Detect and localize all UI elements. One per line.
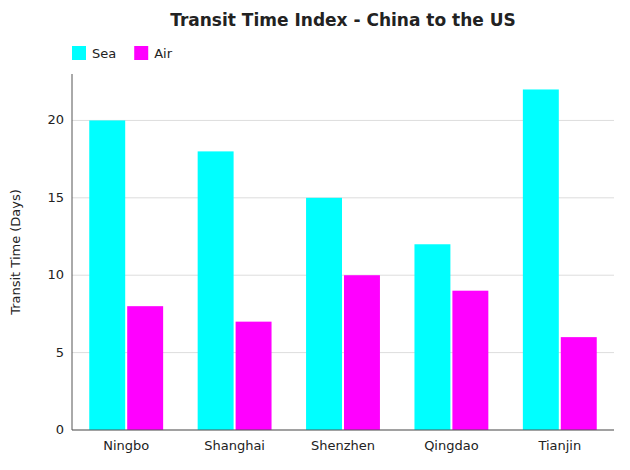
y-tick-label: 5 xyxy=(56,345,64,360)
x-tick-label: Tianjin xyxy=(537,438,581,453)
legend-label: Sea xyxy=(92,46,116,61)
y-tick-label: 0 xyxy=(56,422,64,437)
x-tick-label: Qingdao xyxy=(424,438,479,453)
y-tick-label: 20 xyxy=(47,112,64,127)
chart-container: Transit Time Index - China to the US Tran… xyxy=(0,0,630,470)
bars xyxy=(89,89,596,430)
bar xyxy=(452,291,488,430)
x-axis-line xyxy=(72,430,614,431)
legend: Sea Air xyxy=(72,46,173,61)
x-tick-label: Shenzhen xyxy=(311,438,375,453)
y-tick-label: 10 xyxy=(47,267,64,282)
bar xyxy=(344,275,380,430)
legend-label: Air xyxy=(154,46,173,61)
legend-item: Air xyxy=(134,46,173,61)
y-tick-label: 15 xyxy=(47,190,64,205)
y-axis-label: Transit Time (Days) xyxy=(8,189,23,316)
bar xyxy=(198,151,234,430)
chart-title: Transit Time Index - China to the US xyxy=(170,10,516,30)
legend-item: Sea xyxy=(72,46,116,61)
bar xyxy=(523,89,559,430)
x-tick-label: Ningbo xyxy=(103,438,149,453)
bar xyxy=(561,337,597,430)
bar xyxy=(89,120,125,430)
y-ticks: 0 5 10 15 20 xyxy=(47,112,64,437)
legend-swatch xyxy=(134,46,148,60)
chart-svg: Transit Time Index - China to the US Tran… xyxy=(0,0,630,470)
bar xyxy=(236,322,272,430)
x-tick-label: Shanghai xyxy=(204,438,265,453)
bar xyxy=(127,306,163,430)
legend-swatch xyxy=(72,46,86,60)
x-ticks: Ningbo Shanghai Shenzhen Qingdao Tianjin xyxy=(103,438,581,453)
bar xyxy=(414,244,450,430)
y-axis-line xyxy=(72,74,73,430)
bar xyxy=(306,198,342,430)
grid-line xyxy=(72,430,614,431)
